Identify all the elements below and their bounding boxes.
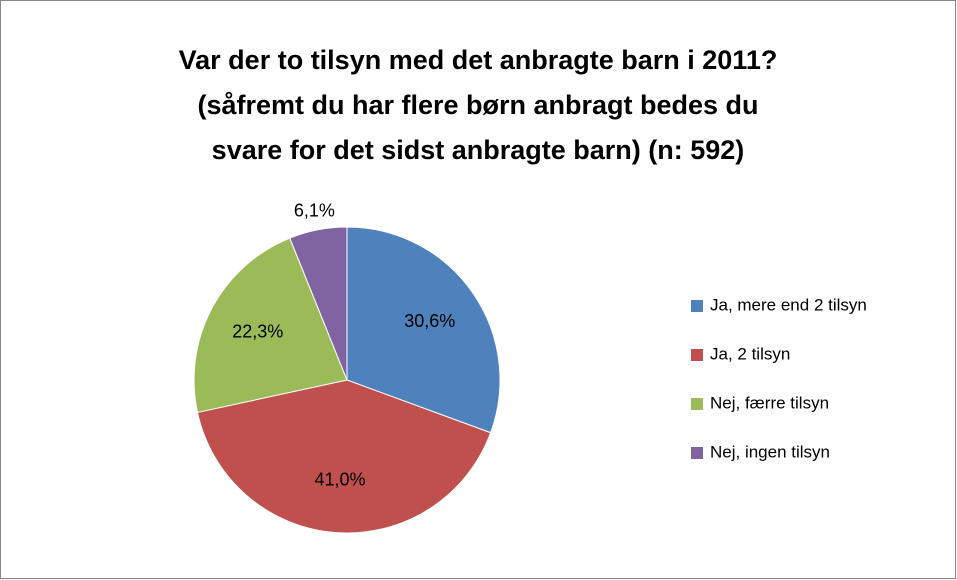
data-label: 22,3% <box>232 321 283 341</box>
chart-title: Var der to tilsyn med det anbragte barn … <box>179 45 778 75</box>
data-label: 41,0% <box>315 469 366 489</box>
legend-swatch <box>691 300 703 312</box>
legend-label: Nej, ingen tilsyn <box>710 442 830 461</box>
legend-swatch <box>691 447 703 459</box>
pie-slice <box>196 379 492 534</box>
legend-label: Ja, mere end 2 tilsyn <box>710 295 867 314</box>
legend-swatch <box>691 349 703 361</box>
chart-title: (såfremt du har flere børn anbragt bedes… <box>197 90 758 120</box>
legend-label: Ja, 2 tilsyn <box>710 344 790 363</box>
legend-label: Nej, færre tilsyn <box>710 393 829 412</box>
chart-title: svare for det sidst anbragte barn) (n: 5… <box>212 135 745 165</box>
data-label: 30,6% <box>404 311 455 331</box>
pie-slice <box>193 237 348 414</box>
legend-swatch <box>691 398 703 410</box>
data-label: 6,1% <box>294 201 335 221</box>
pie-slice <box>346 226 501 434</box>
pie-slice <box>289 226 348 381</box>
